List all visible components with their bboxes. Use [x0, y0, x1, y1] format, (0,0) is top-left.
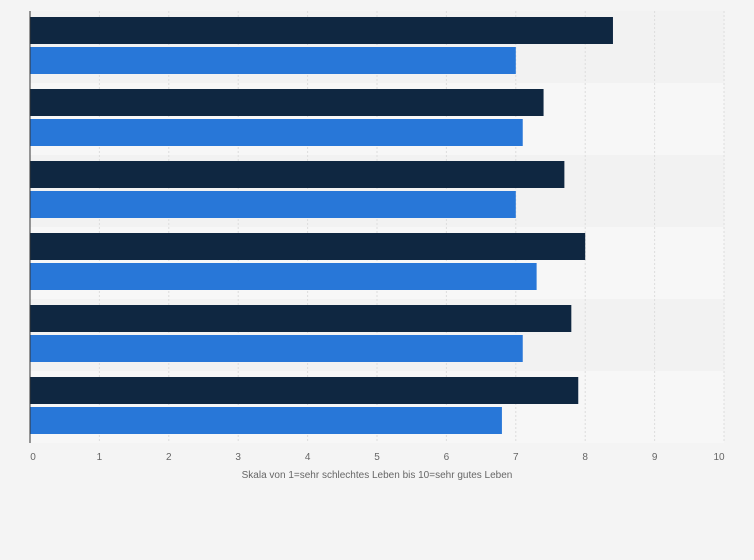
- bar-series2: [30, 263, 537, 290]
- bar-series1: [30, 17, 613, 44]
- x-tick-label: 4: [305, 452, 311, 463]
- x-axis-title: Skala von 1=sehr schlechtes Leben bis 10…: [242, 470, 513, 481]
- bar-series1: [30, 233, 586, 260]
- bar-series1: [30, 305, 572, 332]
- x-tick-label: 3: [235, 452, 241, 463]
- x-tick-label: 9: [652, 452, 658, 463]
- bar-series2: [30, 47, 516, 74]
- x-tick-labels: 0 1 2 3 4 5 6 7 8 9 10: [30, 452, 725, 463]
- bar-series1: [30, 161, 565, 188]
- x-tick-label: 10: [713, 452, 725, 463]
- x-tick-label: 7: [513, 452, 519, 463]
- bar-series2: [30, 119, 523, 146]
- bars-group: [30, 17, 613, 434]
- x-tick-label: 1: [97, 452, 103, 463]
- bar-series1: [30, 89, 544, 116]
- bar-series2: [30, 407, 502, 434]
- bar-series1: [30, 377, 579, 404]
- x-tick-label: 0: [30, 452, 36, 463]
- x-tick-label: 8: [582, 452, 588, 463]
- gridlines: [98, 11, 725, 443]
- x-tick-label: 6: [444, 452, 450, 463]
- bar-series2: [30, 191, 516, 218]
- bar-series2: [30, 335, 523, 362]
- x-tick-label: 5: [374, 452, 380, 463]
- x-tick-label: 2: [166, 452, 172, 463]
